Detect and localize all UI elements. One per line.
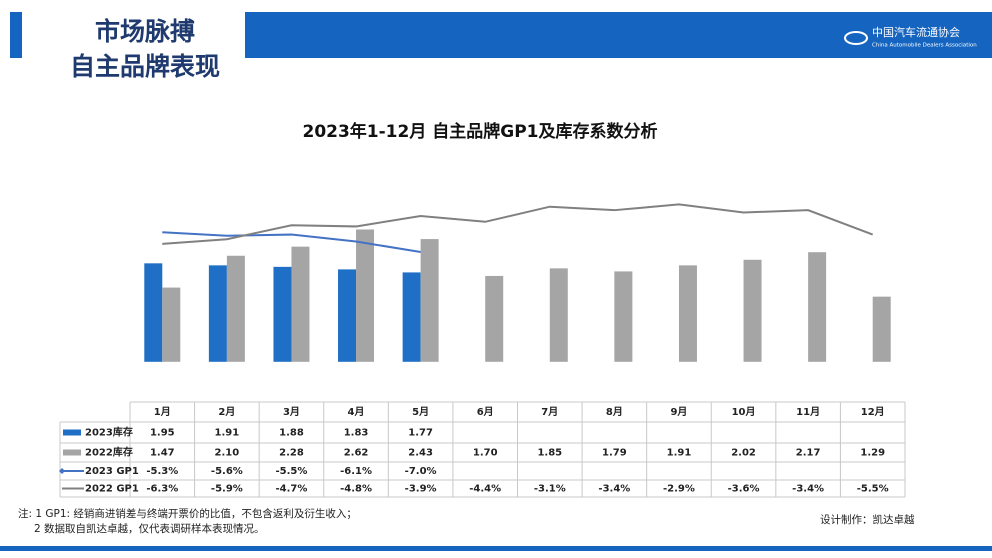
table-value: 2.02: [731, 448, 756, 459]
x-tick-label: 7月: [541, 406, 558, 418]
table-value: -5.5%: [857, 484, 889, 495]
header-title: 自主品牌表现: [70, 52, 220, 81]
table-value: 1.29: [860, 448, 885, 459]
table-value: -5.6%: [211, 466, 243, 477]
table-value: 1.70: [473, 448, 498, 459]
bar: [808, 252, 827, 362]
bar: [226, 255, 245, 362]
x-tick-label: 2月: [218, 406, 235, 418]
header-title: 市场脉搏: [95, 17, 195, 46]
table-value: 2.62: [344, 448, 369, 459]
x-tick-label: 8月: [606, 406, 623, 418]
table-value: -7.0%: [405, 466, 437, 477]
bar: [485, 275, 504, 362]
legend-swatch: [63, 449, 81, 456]
table-value: -5.5%: [276, 466, 308, 477]
x-tick-label: 9月: [670, 406, 687, 418]
table-value: 1.95: [150, 428, 175, 439]
bar: [872, 296, 891, 362]
table-value: 1.91: [667, 448, 692, 459]
table-value: -4.4%: [469, 484, 501, 495]
chart-title: 2023年1-12月 自主品牌GP1及库存系数分析: [302, 121, 657, 142]
table-value: 2.10: [215, 448, 240, 459]
table-value: 1.83: [344, 428, 369, 439]
table-value: -5.9%: [211, 484, 243, 495]
x-tick-label: 5月: [412, 406, 429, 418]
table-value: -3.4%: [792, 484, 824, 495]
table-value: 2.43: [408, 448, 433, 459]
bar: [420, 239, 439, 362]
legend-label: 2023库存: [85, 426, 133, 439]
legend-marker: [59, 468, 65, 474]
table-value: 1.47: [150, 448, 175, 459]
footnote: 注: 1 GP1: 经销商进销差与终端开票价的比值，不包含返利及衍生收入；: [18, 507, 357, 520]
table-value: 1.77: [408, 428, 433, 439]
credit: 设计制作：凯达卓越: [820, 513, 915, 526]
bar: [208, 265, 227, 362]
x-tick-label: 10月: [732, 406, 756, 418]
bar: [549, 268, 568, 362]
legend-label: 2022库存: [85, 446, 133, 459]
x-tick-label: 4月: [348, 406, 365, 418]
x-tick-label: 3月: [283, 406, 300, 418]
legend-swatch: [63, 429, 81, 436]
x-tick-label: 6月: [477, 406, 494, 418]
bar: [162, 287, 181, 362]
table-value: 1.79: [602, 448, 627, 459]
table-value: -2.9%: [663, 484, 695, 495]
x-tick-label: 11月: [796, 406, 820, 418]
line: [162, 203, 874, 245]
table-value: -4.7%: [276, 484, 308, 495]
line: [162, 231, 421, 253]
header-accent: [10, 12, 22, 58]
table-value: 1.85: [537, 448, 562, 459]
table-value: -3.4%: [598, 484, 630, 495]
logo-cn: 中国汽车流通协会: [872, 25, 960, 39]
bar: [291, 246, 310, 362]
table-value: -6.3%: [146, 484, 178, 495]
bar: [743, 259, 762, 362]
bar: [273, 266, 292, 362]
bar: [356, 229, 375, 362]
legend-label: 2023 GP1: [85, 466, 139, 477]
table-value: -3.9%: [405, 484, 437, 495]
bar: [614, 271, 633, 362]
legend-label: 2022 GP1: [85, 484, 139, 495]
bar: [678, 265, 697, 362]
table-value: -6.1%: [340, 466, 372, 477]
table-value: -3.1%: [534, 484, 566, 495]
table-value: 1.91: [215, 428, 240, 439]
x-tick-label: 1月: [154, 406, 171, 418]
table-value: 1.88: [279, 428, 304, 439]
table-value: -3.6%: [728, 484, 760, 495]
x-tick-label: 12月: [861, 406, 885, 418]
table-value: 2.17: [796, 448, 821, 459]
logo-mark: [844, 31, 868, 45]
logo-en: China Automobile Dealers Association: [872, 43, 977, 49]
table-value: -5.3%: [146, 466, 178, 477]
footnote: 2 数据取自凯达卓越，仅代表调研样本表现情况。: [34, 522, 265, 535]
table-value: 2.28: [279, 448, 304, 459]
footer-band: [0, 546, 992, 551]
bar: [144, 263, 163, 362]
header-band: [245, 12, 992, 58]
bar: [338, 269, 357, 362]
bar: [402, 272, 421, 362]
table-value: -4.8%: [340, 484, 372, 495]
